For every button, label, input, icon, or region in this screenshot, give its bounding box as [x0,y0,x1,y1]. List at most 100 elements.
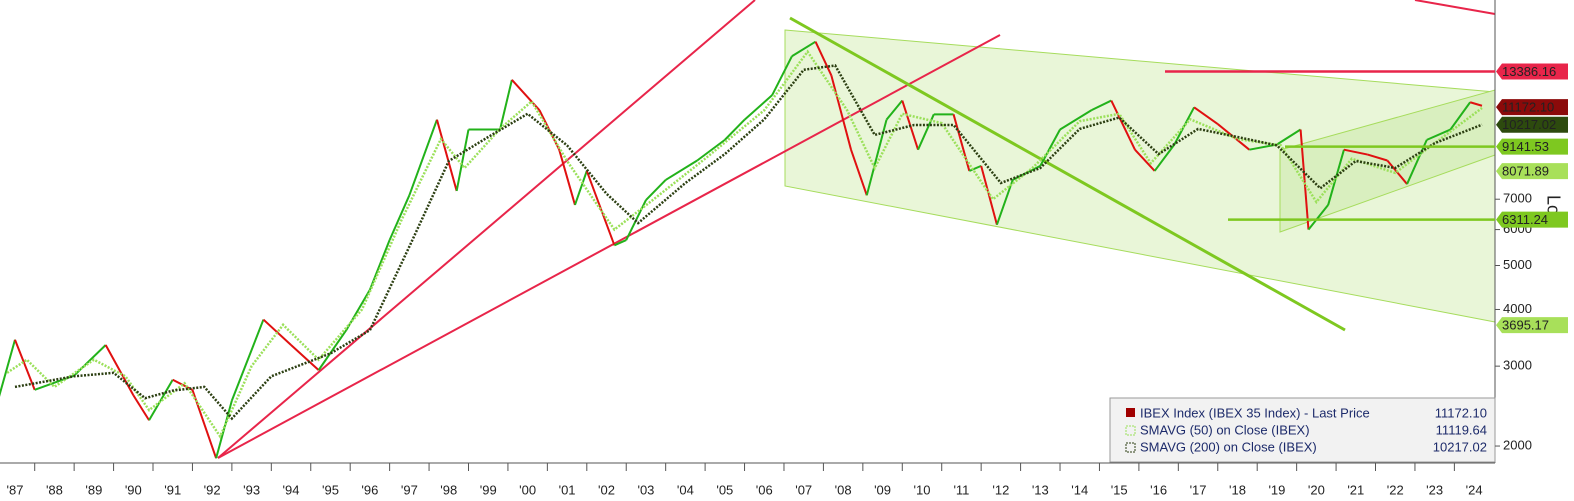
sma-line [14,64,1483,421]
price-segment [1193,106,1219,125]
level-tag [1496,211,1568,228]
price-segment [1367,153,1388,162]
level-tag [1496,163,1568,180]
x-tick-label: '04 [677,482,694,497]
x-tick-label: '12 [992,482,1009,497]
legend-label: SMAVG (200) on Close (IBEX) [1140,439,1317,454]
legend-swatch [1125,425,1136,436]
price-segment [1091,99,1112,112]
price-segment [368,239,391,291]
trend-line [1414,0,1496,15]
x-tick-label: '14 [1071,482,1088,497]
legend-value: 11172.10 [1435,405,1487,420]
x-tick-label: '94 [283,482,300,497]
price-segment [148,379,174,421]
x-tick-label: '05 [716,482,733,497]
price-segment [850,149,868,196]
x-tick-label: '90 [125,482,142,497]
level-tag [1496,116,1568,133]
price-segment [968,164,982,172]
y-tick-label: 2000 [1503,437,1532,452]
x-tick-label: '00 [519,482,536,497]
price-segment [455,129,470,192]
price-segment [1039,129,1061,167]
price-segment [885,99,904,121]
price-segment [613,239,627,247]
legend: IBEX Index (IBEX 35 Index) - Last Price … [1109,397,1496,463]
price-segment [435,119,458,192]
level-label: 8071.89 [1502,164,1549,179]
price-segment [262,318,292,346]
price-segment [743,94,773,121]
x-tick-label: '03 [637,482,654,497]
x-tick-label: '92 [204,482,221,497]
x-tick-label: '17 [1190,482,1207,497]
level-label: 9141.53 [1502,139,1549,154]
trend-line [217,0,756,459]
x-tick-label: '96 [361,482,378,497]
level-label: 6311.24 [1502,212,1548,227]
x-tick-label: '19 [1268,482,1285,497]
x-tick-label: '20 [1308,482,1325,497]
x-tick-label: '89 [85,482,102,497]
price-segment [104,344,135,396]
price-segment [132,394,150,421]
x-tick-label: '11 [953,482,969,497]
level-label: 10217.02 [1502,117,1556,132]
price-segment [0,339,16,397]
price-segment [317,329,348,371]
level-label: 11172.10 [1502,100,1554,115]
price-segment [1059,109,1093,131]
price-segment [1153,143,1176,172]
price-segment [665,159,698,181]
price-segment [290,344,320,371]
x-tick-label: '97 [401,482,418,497]
price-segment [14,339,36,391]
price-segment [215,400,233,459]
level-tag [1496,99,1568,116]
legend-swatch [1126,408,1135,417]
x-tick-label: '06 [756,482,773,497]
x-tick-label: '21 [1347,482,1364,497]
legend-value: 11119.64 [1436,422,1487,437]
price-segment [574,170,588,206]
price-segment [388,194,411,241]
x-tick-label: '08 [835,482,852,497]
price-segment [995,179,1014,226]
price-segment [771,55,793,96]
y-tick-label: 5000 [1503,257,1532,272]
x-tick-label: '18 [1229,482,1246,497]
legend-label: SMAVG (50) on Close (IBEX) [1140,422,1310,437]
trend-line [217,34,1001,459]
price-segment [952,114,971,172]
price-segment [814,41,833,76]
legend-box [1109,397,1496,463]
legend-value: 10217.02 [1433,439,1487,454]
x-tick-label: '13 [1032,482,1049,497]
sma-line [6,49,1483,439]
legend-label: IBEX Index (IBEX 35 Index) - Last Price [1140,405,1370,420]
price-segment [1426,128,1451,141]
x-tick-label: '23 [1426,482,1443,497]
price-segment [791,40,817,58]
price-segment [558,149,576,206]
x-tick-label: '87 [7,482,24,497]
price-segment [1110,100,1136,151]
x-tick-label: '16 [1150,482,1167,497]
price-segment [1343,148,1368,156]
price-segment [1469,101,1483,107]
price-segment [696,139,726,162]
price-segment [230,319,265,401]
legend-swatch [1125,442,1136,453]
x-tick-label: '93 [243,482,260,497]
y-tick-label: 4000 [1503,301,1532,316]
price-segment [1307,204,1329,231]
x-tick-label: '09 [874,482,891,497]
x-tick-label: '15 [1111,482,1128,497]
level-tag [1496,138,1568,155]
price-segment [1449,101,1471,131]
price-segment [499,79,513,130]
x-tick-label: '02 [598,482,615,497]
price-segment [1276,128,1302,146]
